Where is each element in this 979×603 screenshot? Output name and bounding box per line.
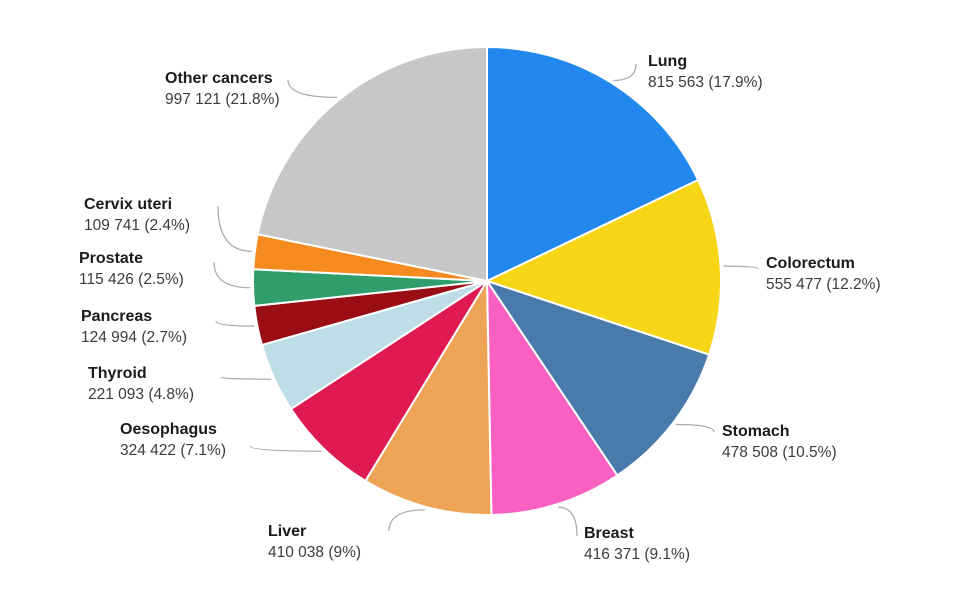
leader-line-cervix-uteri xyxy=(217,205,252,252)
leader-line-lung xyxy=(613,63,637,82)
leader-line-thyroid xyxy=(220,376,272,380)
leader-line-colorectum xyxy=(723,265,759,270)
pie-slice-stomach[interactable] xyxy=(486,280,711,477)
pie-slice-other-cancers[interactable] xyxy=(256,46,488,282)
pie-slice-oesophagus[interactable] xyxy=(290,280,488,482)
leader-line-breast xyxy=(558,506,578,537)
leader-line-liver xyxy=(388,509,426,532)
leader-line-stomach xyxy=(675,423,715,433)
leader-line-pancreas xyxy=(215,320,255,327)
pie-slice-breast[interactable] xyxy=(486,280,619,516)
pie-slice-liver[interactable] xyxy=(364,280,493,517)
leader-line-other-cancers xyxy=(287,79,338,98)
leader-line-prostate xyxy=(213,261,251,289)
pie-slice-colorectum[interactable] xyxy=(486,179,722,356)
leader-line-oesophagus xyxy=(249,445,323,452)
pie-slice-lung[interactable] xyxy=(486,46,700,282)
